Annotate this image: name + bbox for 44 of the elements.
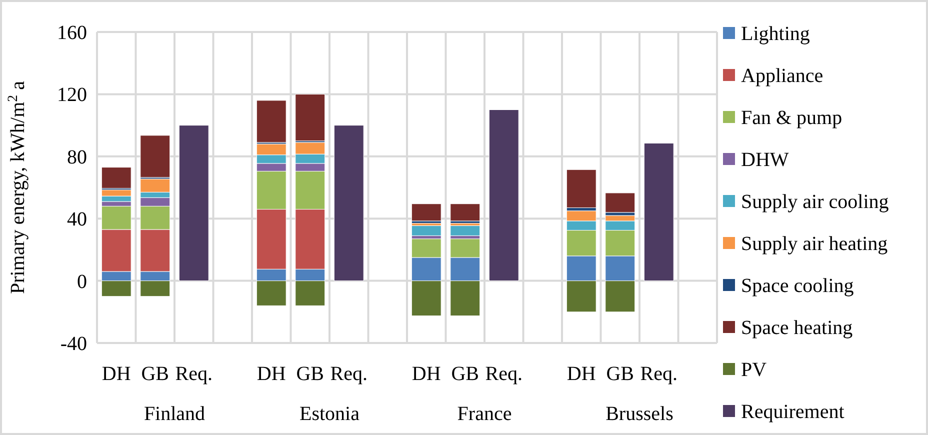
x-tick-label: DH <box>102 363 131 385</box>
legend-label: Space heating <box>741 317 853 339</box>
bar <box>411 204 442 222</box>
x-tick-label: GB <box>606 363 634 385</box>
x-tick-label: Req. <box>175 363 212 385</box>
x-tick-label: DH <box>412 363 441 385</box>
legend-label: Fan & pump <box>741 107 842 129</box>
legend-label: PV <box>741 359 768 381</box>
bar <box>450 225 480 236</box>
y-tick-label: 0 <box>77 270 87 293</box>
bar <box>256 100 286 143</box>
legend-label: Lighting <box>741 23 810 45</box>
y-tick-label: 120 <box>57 84 87 106</box>
bar <box>334 125 364 282</box>
y-tick-label: 40 <box>67 208 87 231</box>
legend-label: Space cooling <box>741 275 854 297</box>
x-tick-label: DH <box>566 363 596 385</box>
text: Estonia <box>300 403 360 425</box>
legend-label: Supply air cooling <box>741 191 889 213</box>
x-tick-label: Req. <box>485 363 522 385</box>
x-tick-label: Req. <box>640 363 678 385</box>
bar <box>178 125 209 282</box>
bar <box>566 169 596 208</box>
bar <box>450 204 480 222</box>
bar <box>411 225 442 236</box>
text: France <box>457 403 512 425</box>
bar <box>140 135 170 178</box>
y-tick-label: 160 <box>57 22 87 44</box>
y-tick-label: 80 <box>67 146 87 168</box>
y-tick-label: -40 <box>60 333 87 355</box>
bar <box>605 192 636 213</box>
text: Brussels <box>606 403 674 425</box>
x-tick-label: GB <box>451 363 480 385</box>
legend-label: Supply air heating <box>741 233 888 255</box>
x-tick-label: GB <box>296 363 324 385</box>
bar <box>644 142 674 282</box>
x-tick-label: DH <box>256 363 286 385</box>
bar <box>488 110 519 282</box>
x-tick-label: Req. <box>330 363 368 385</box>
text: Finland <box>144 403 206 425</box>
x-tick-label: GB <box>141 363 170 385</box>
legend-label: Appliance <box>741 65 824 87</box>
legend-label: Requirement <box>741 401 845 423</box>
legend-label: DHW <box>741 149 789 171</box>
